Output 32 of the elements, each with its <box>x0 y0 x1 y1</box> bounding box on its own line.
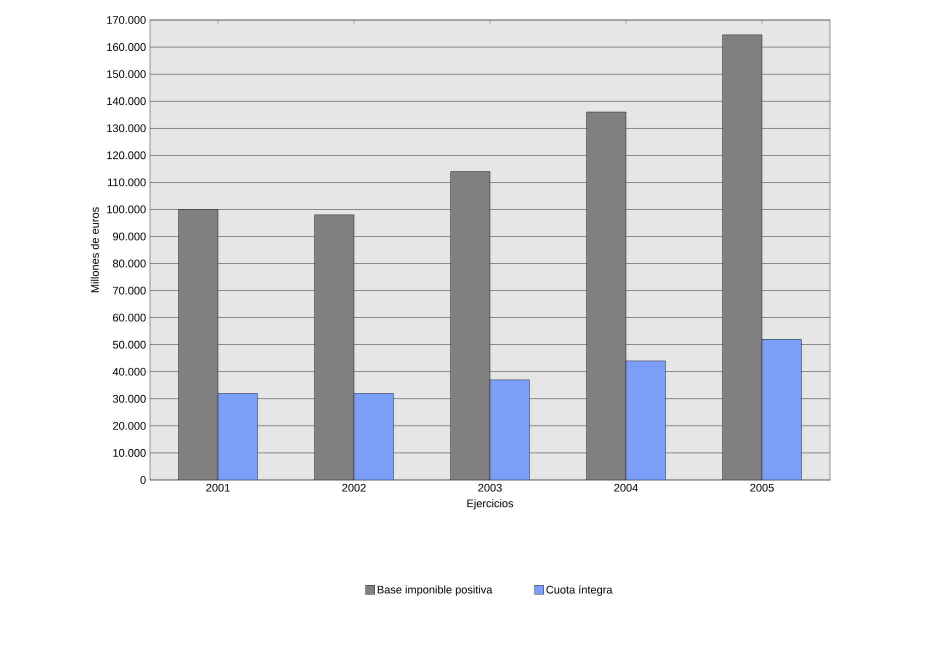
x-tick-label: 2004 <box>614 484 638 492</box>
y-tick-label: 90.000 <box>113 232 146 240</box>
y-tick-label: 50.000 <box>112 340 146 349</box>
y-tick-label: 150.000 <box>107 70 146 78</box>
y-tick-label: 60.000 <box>113 314 146 322</box>
y-tick-label: 170.000 <box>107 16 146 24</box>
legend-label: Base imponible positiva <box>378 585 492 596</box>
x-tick-label: 2001 <box>206 484 230 492</box>
x-axis-title: Ejercicios <box>467 499 514 510</box>
x-tick-label: 2003 <box>478 484 502 492</box>
bar <box>626 360 666 480</box>
y-tick-label: 20.000 <box>113 422 146 430</box>
y-tick-label: 40.000 <box>112 368 146 376</box>
bar <box>762 339 802 480</box>
y-tick-label: 0 <box>140 476 146 484</box>
legend-label: Cuota íntegra <box>546 585 612 596</box>
y-tick-label: 130.000 <box>107 124 146 132</box>
y-tick-label: 70.000 <box>113 286 146 294</box>
y-tick-label: 160.000 <box>107 43 146 51</box>
bar <box>354 393 394 480</box>
y-axis-title: Millones de euros <box>90 207 99 292</box>
x-tick-label: 2002 <box>342 484 366 492</box>
y-tick-label: 100.000 <box>107 206 146 214</box>
y-tick-label: 110.000 <box>108 178 146 186</box>
y-tick-label: 120.000 <box>107 151 146 160</box>
bar <box>490 380 530 480</box>
y-tick-label: 80.000 <box>112 260 146 268</box>
y-tick-label: 140.000 <box>107 97 146 106</box>
x-tick-label: 2005 <box>750 484 774 492</box>
y-tick-label: 30.000 <box>112 394 146 403</box>
bar <box>218 393 258 480</box>
y-tick-label: 10.000 <box>113 449 146 457</box>
